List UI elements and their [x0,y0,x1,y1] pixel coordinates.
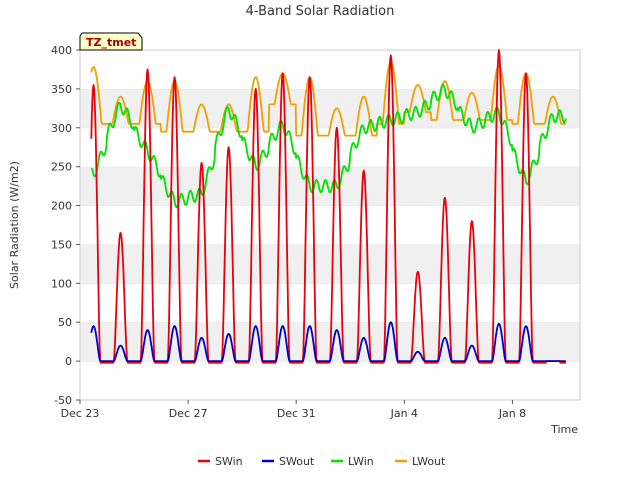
y-axis-ticks: -50 0 50 100 150 200 250 300 350 400 [51,44,80,407]
legend: SWin SWout LWin LWout [198,455,446,468]
plot-frame [79,49,581,401]
chart-title: 4-Band Solar Radiation [246,4,395,19]
legend-label-swout: SWout [279,455,315,468]
x-axis-ticks: Dec 23 Dec 27 Dec 31 Jan 4 Jan 8 [61,400,526,420]
annotation-text: TZ_tmet [86,36,136,49]
grid-band [80,50,580,89]
x-tick-label: Jan 4 [390,407,418,420]
grid-band [80,283,580,323]
y-tick-label: 0 [65,355,72,368]
y-tick-label: 150 [51,238,72,251]
y-tick-label: 300 [51,122,72,135]
x-tick-label: Dec 23 [61,407,100,420]
legend-label-lwout: LWout [412,455,446,468]
grid-band [80,205,580,245]
series-line-swin [90,49,567,364]
series-line-lwout [90,60,567,137]
y-tick-label: 350 [51,83,72,96]
grid-band [80,244,580,284]
series-line-swout [90,321,567,363]
legend-label-swin: SWin [215,455,243,468]
grid-band [80,166,580,206]
y-axis-label: Solar Radiation (W/m2) [8,161,21,289]
annotation-box [79,32,143,51]
legend-label-lwin: LWin [348,455,374,468]
x-axis-label: Time [550,423,578,436]
x-tick-label: Dec 27 [169,407,208,420]
y-tick-label: 50 [58,316,72,329]
x-tick-label: Jan 8 [498,407,526,420]
y-tick-label: 200 [51,200,72,213]
y-tick-label: 100 [51,277,72,290]
series-layer [90,49,567,364]
y-tick-label: -50 [54,394,72,407]
grid-band [80,361,580,400]
y-tick-label: 400 [51,44,72,57]
y-tick-label: 250 [51,161,72,174]
x-tick-label: Dec 31 [277,407,316,420]
station-annotation: TZ_tmet [79,32,143,51]
